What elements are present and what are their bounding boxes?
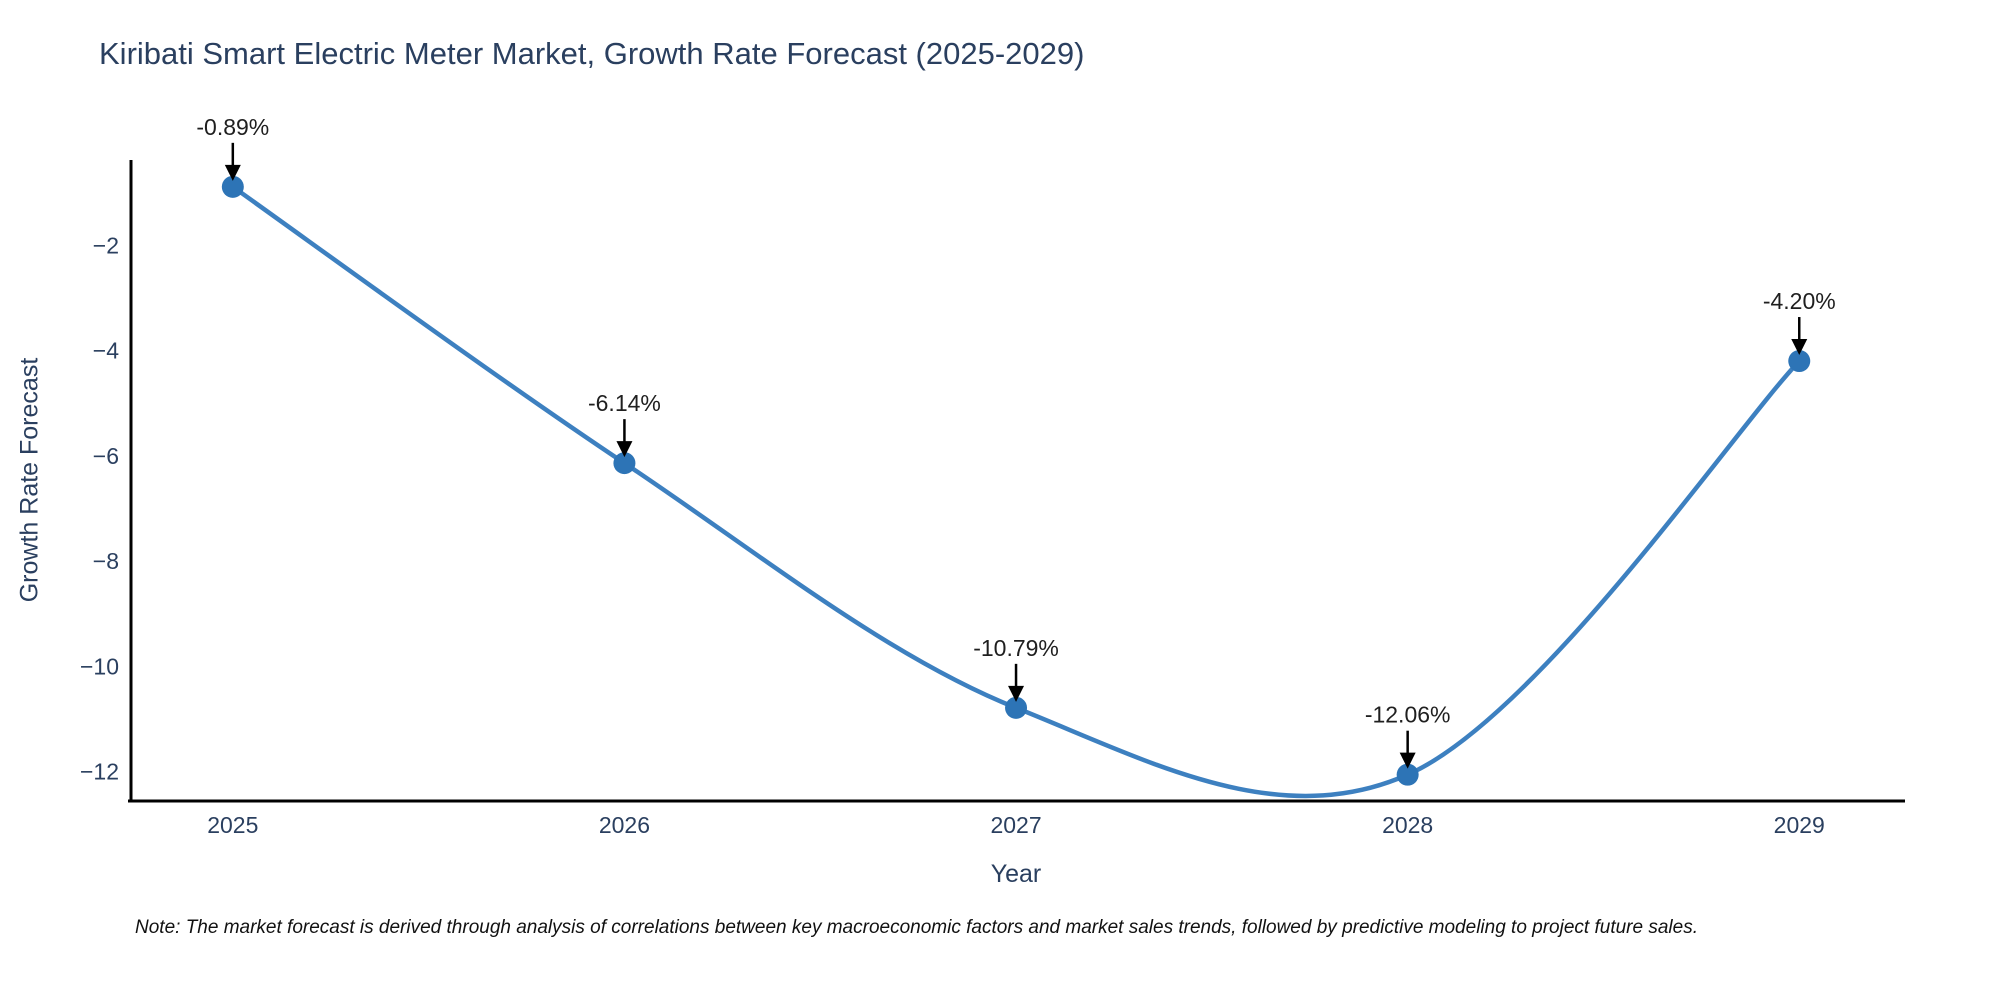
annotation-arrowhead-icon xyxy=(616,441,633,458)
y-tick-label: −8 xyxy=(93,548,119,574)
x-tick-label: 2026 xyxy=(599,812,650,838)
x-tick-label: 2029 xyxy=(1774,812,1825,838)
annotation-arrowhead-icon xyxy=(1791,339,1808,356)
footnote: Note: The market forecast is derived thr… xyxy=(135,917,1698,938)
x-tick-label: 2027 xyxy=(990,812,1041,838)
annotation-arrowhead-icon xyxy=(224,164,241,181)
chart-title: Kiribati Smart Electric Meter Market, Gr… xyxy=(99,36,1085,71)
y-tick-label: −6 xyxy=(93,443,119,469)
annotations: -0.89% -6.14% -10.79% -12.06% -4.20% xyxy=(196,114,1836,769)
annotation-arrowhead-icon xyxy=(1399,752,1416,769)
data-point-2025[interactable] xyxy=(221,175,244,198)
data-point-2028[interactable] xyxy=(1396,763,1419,786)
data-point-2026[interactable] xyxy=(613,452,636,475)
data-point-2027[interactable] xyxy=(1005,696,1028,719)
annotation-label: -4.20% xyxy=(1763,288,1836,314)
annotation-label: -6.14% xyxy=(588,390,661,416)
y-tick-labels: −2 −4 −6 −8 −10 −12 xyxy=(80,232,119,784)
x-tick-labels: 2025 2026 2027 2028 2029 xyxy=(207,812,1825,838)
data-point-2029[interactable] xyxy=(1788,350,1811,373)
annotation-label: -0.89% xyxy=(196,114,269,140)
x-tick-label: 2028 xyxy=(1382,812,1433,838)
x-axis-title: Year xyxy=(990,860,1042,888)
annotation-label: -10.79% xyxy=(973,635,1059,661)
y-tick-label: −10 xyxy=(80,653,119,679)
y-tick-label: −12 xyxy=(80,759,119,785)
y-tick-label: −4 xyxy=(93,338,119,364)
x-tick-label: 2025 xyxy=(207,812,258,838)
annotation-label: -12.06% xyxy=(1365,702,1451,728)
data-points xyxy=(221,175,1811,786)
axes xyxy=(128,160,1905,803)
y-tick-label: −2 xyxy=(93,232,119,258)
y-axis-title: Growth Rate Forecast xyxy=(15,357,44,603)
annotation-arrowhead-icon xyxy=(1008,685,1025,702)
